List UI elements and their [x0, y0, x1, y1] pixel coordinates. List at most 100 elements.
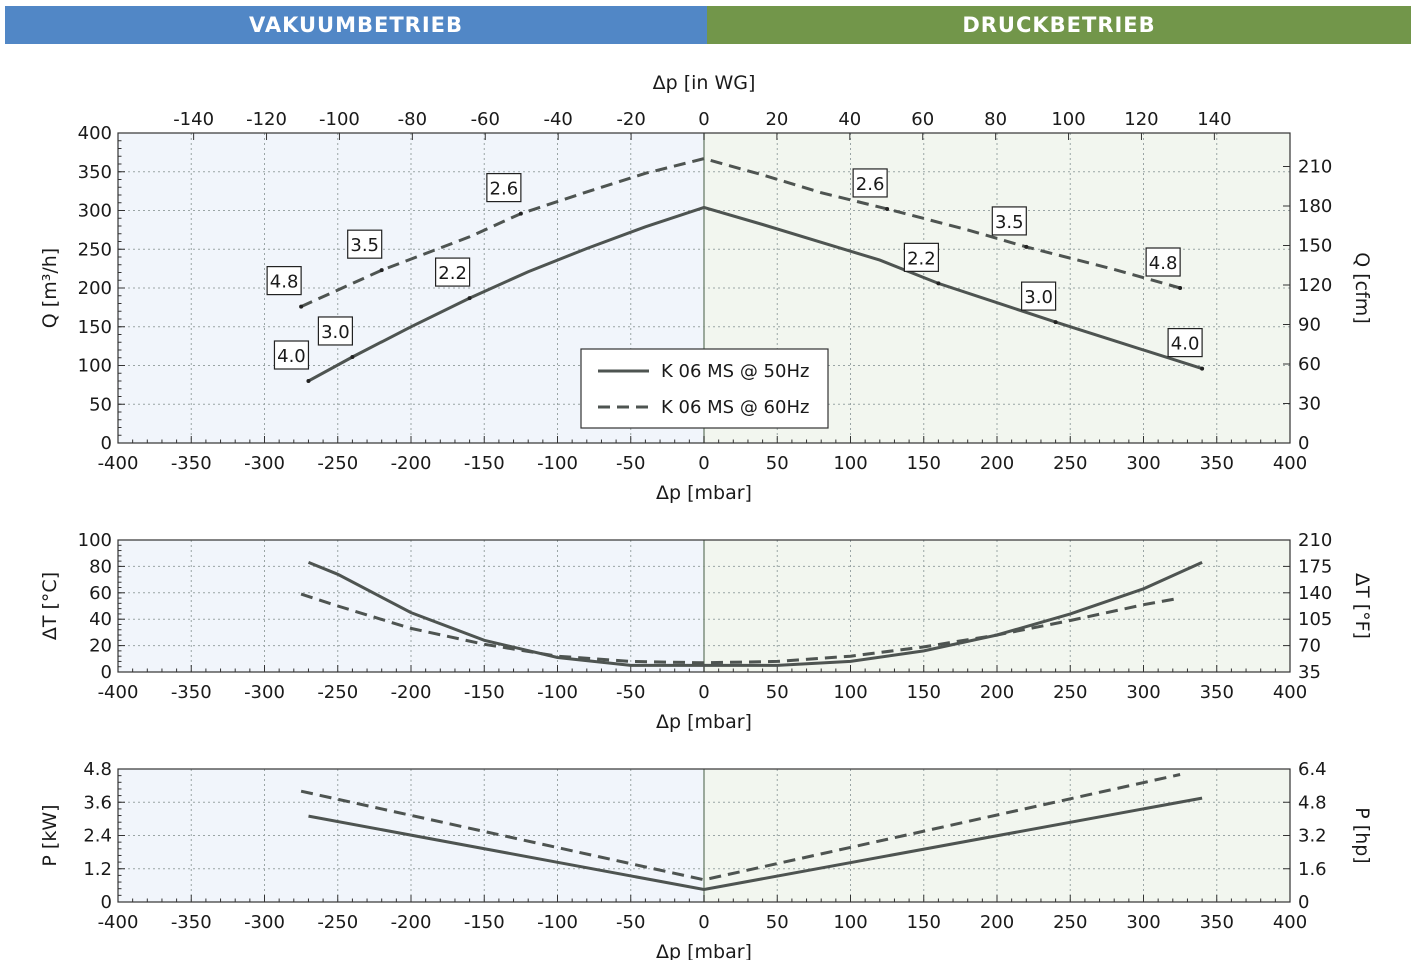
- series-60hz-line: [300, 157, 1181, 308]
- y2-tick-label: 210: [1298, 156, 1332, 177]
- annotation-point: [1178, 286, 1183, 290]
- x-tick-label: 50: [766, 453, 789, 474]
- y2-tick-label: 140: [1298, 583, 1332, 604]
- x2-tick-label: -20: [616, 109, 645, 130]
- x-tick-label: -250: [317, 682, 358, 703]
- y-tick-label: 80: [89, 556, 112, 577]
- x-tick-label: -100: [537, 912, 578, 933]
- x2-tick-label: 40: [838, 109, 861, 130]
- x-tick-label: 250: [1053, 912, 1087, 933]
- y-tick-label: 100: [78, 356, 112, 377]
- y2-tick-label: 90: [1298, 314, 1321, 335]
- x2-tick-label: 140: [1197, 109, 1231, 130]
- y2-tick-label: 35: [1298, 662, 1321, 683]
- x2-axis-title: Δp [in WG]: [653, 72, 756, 94]
- x-tick-label: 300: [1126, 453, 1160, 474]
- series-50hz-line: [307, 561, 1203, 667]
- x2-tick-label: -120: [246, 109, 287, 130]
- y2-tick-label: 1.6: [1298, 859, 1327, 880]
- pressure-mode-header: DRUCKBETRIEB: [707, 6, 1411, 44]
- series-60hz-line: [300, 592, 1181, 665]
- y-tick-label: 2.4: [83, 826, 112, 847]
- x2-tick-label: -60: [471, 109, 500, 130]
- x2-tick-label: -40: [543, 109, 572, 130]
- x2-tick-label: 20: [765, 109, 788, 130]
- annotation-point: [299, 304, 304, 309]
- x-tick-label: 400: [1273, 682, 1307, 703]
- annotation-point: [467, 296, 472, 301]
- annotation-box: [903, 242, 940, 272]
- x-tick-label: -150: [464, 912, 505, 933]
- x-tick-label: -350: [171, 912, 212, 933]
- annotation-label: 2.6: [856, 174, 885, 195]
- x-tick-label: -400: [98, 682, 139, 703]
- annotation-box: [317, 316, 353, 346]
- annotation-box: [347, 229, 383, 259]
- annotation-box: [435, 257, 471, 287]
- legend-box: [580, 348, 829, 429]
- x2-tick-label: -140: [173, 109, 214, 130]
- y-tick-label: 20: [89, 636, 112, 657]
- x-tick-label: 200: [980, 912, 1014, 933]
- x-tick-label: 0: [698, 912, 709, 933]
- x-tick-label: 0: [698, 682, 709, 703]
- x-tick-label: 150: [907, 912, 941, 933]
- x-tick-label: 50: [766, 682, 789, 703]
- y-tick-label: 100: [78, 530, 112, 551]
- annotation-label: 3.0: [1024, 287, 1053, 308]
- annotation-point: [1053, 320, 1058, 325]
- y-tick-label: 250: [78, 239, 112, 260]
- x2-tick-label: 80: [984, 109, 1007, 130]
- x-tick-label: -350: [171, 453, 212, 474]
- vacuum-mode-header: VAKUUMBETRIEB: [5, 6, 707, 44]
- x-tick-label: 300: [1126, 912, 1160, 933]
- annotation-box: [486, 173, 522, 203]
- y-tick-label: 0: [101, 662, 112, 683]
- x-tick-label: -100: [537, 453, 578, 474]
- y2-tick-label: 175: [1298, 556, 1332, 577]
- x-tick-label: -250: [317, 453, 358, 474]
- y-tick-label: 1.2: [83, 859, 112, 880]
- annotation-label: 3.0: [321, 322, 350, 343]
- x-tick-label: -100: [537, 682, 578, 703]
- y2-tick-label: 0: [1298, 892, 1309, 913]
- y2-axis-title: Q [cfm]: [1351, 252, 1373, 323]
- x-tick-label: 350: [1200, 682, 1234, 703]
- x-tick-label: 300: [1126, 682, 1160, 703]
- y2-tick-label: 70: [1298, 636, 1321, 657]
- series-60hz-line: [300, 773, 1181, 882]
- annotation-label: 4.0: [1171, 334, 1200, 355]
- series-50hz-line: [307, 205, 1203, 383]
- x-tick-label: -350: [171, 682, 212, 703]
- annotation-point: [885, 206, 890, 211]
- y-axis-title: ΔT [°C]: [39, 572, 61, 640]
- y-tick-label: 150: [78, 317, 112, 338]
- x-tick-label: 200: [980, 453, 1014, 474]
- x-axis-title: Δp [mbar]: [656, 941, 752, 960]
- x-tick-label: -200: [391, 453, 432, 474]
- y2-axis-title: ΔT [°F]: [1351, 573, 1373, 639]
- annotation-label: 3.5: [995, 212, 1024, 233]
- x-tick-label: 400: [1273, 912, 1307, 933]
- x-tick-label: 150: [907, 682, 941, 703]
- legend-label: K 06 MS @ 50Hz: [661, 361, 809, 382]
- y-tick-label: 3.6: [83, 792, 112, 813]
- annotation-point: [306, 379, 311, 383]
- x-tick-label: 400: [1273, 453, 1307, 474]
- x-tick-label: 100: [833, 912, 867, 933]
- annotation-label: 4.0: [277, 346, 306, 367]
- annotation-point: [518, 211, 523, 216]
- y2-tick-label: 120: [1298, 275, 1332, 296]
- x-tick-label: -300: [244, 453, 285, 474]
- x-tick-label: -200: [391, 682, 432, 703]
- annotation-point: [1024, 244, 1029, 249]
- annotation-point: [350, 354, 355, 359]
- annotation-label: 4.8: [1149, 253, 1178, 274]
- x-tick-label: 100: [833, 453, 867, 474]
- x2-tick-label: -100: [319, 109, 360, 130]
- y2-tick-label: 30: [1298, 393, 1321, 414]
- x-tick-label: -200: [391, 912, 432, 933]
- y-tick-label: 0: [101, 433, 112, 454]
- x-tick-label: -150: [464, 453, 505, 474]
